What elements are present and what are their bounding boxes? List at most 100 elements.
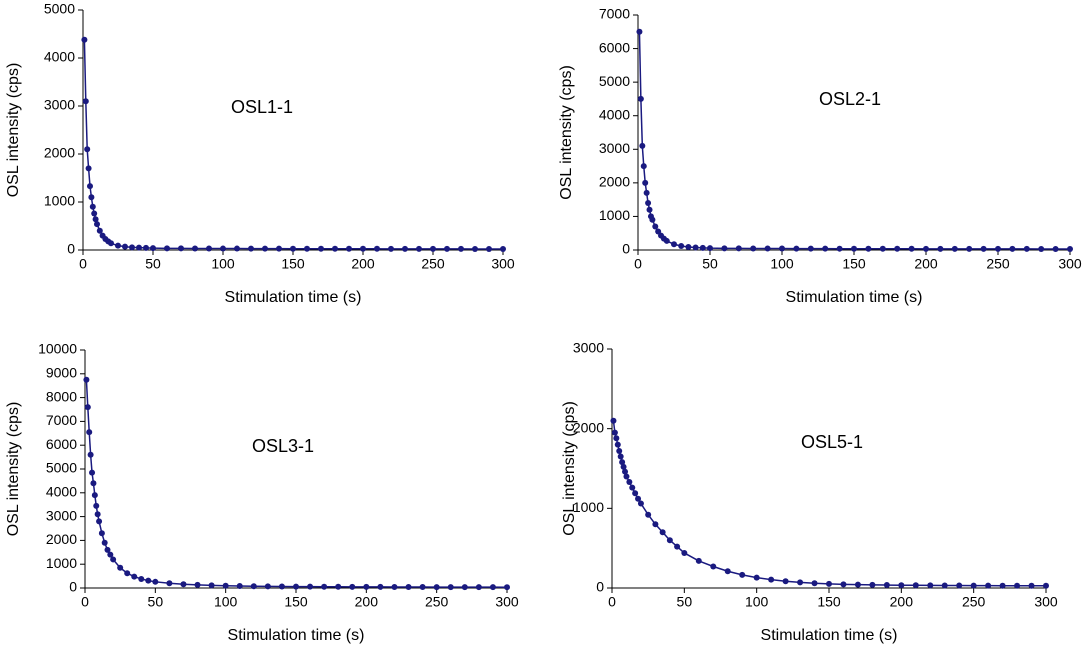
data-point bbox=[643, 189, 650, 196]
y-axis-title: OSL intensity (cps) bbox=[558, 65, 575, 200]
data-point bbox=[793, 245, 800, 252]
data-point bbox=[88, 194, 95, 201]
x-tick-label: 200 bbox=[355, 594, 379, 610]
data-point bbox=[678, 242, 685, 249]
data-point bbox=[622, 468, 629, 475]
data-point bbox=[645, 511, 652, 518]
y-tick-label: 1000 bbox=[44, 193, 75, 209]
data-point bbox=[865, 245, 872, 252]
data-point bbox=[707, 245, 713, 252]
y-tick-label: 1000 bbox=[46, 555, 77, 571]
y-tick-label: 2000 bbox=[46, 531, 77, 547]
data-point bbox=[685, 243, 692, 250]
y-axis-title: OSL intensity (cps) bbox=[5, 63, 22, 198]
data-point bbox=[637, 500, 644, 507]
x-tick-label: 200 bbox=[351, 256, 375, 272]
data-point bbox=[150, 245, 156, 252]
data-point bbox=[472, 245, 478, 252]
chart-panel: 0 1000 2000 3000 0 50 100 150 200 250 300 Stimulati… bbox=[561, 340, 1058, 645]
y-tick-label: 4000 bbox=[599, 106, 630, 122]
data-point bbox=[671, 241, 677, 248]
data-point bbox=[610, 417, 617, 424]
data-point bbox=[89, 203, 96, 210]
data-point bbox=[447, 584, 454, 591]
chart-panel: 0 1000 2000 3000 4000 5000 0 50 100 150 200 250 300 S… bbox=[5, 1, 515, 307]
data-point bbox=[107, 551, 114, 558]
data-point bbox=[626, 479, 633, 486]
y-tick-label: 3000 bbox=[44, 97, 75, 113]
data-point bbox=[822, 245, 829, 252]
data-point bbox=[91, 210, 98, 217]
data-point bbox=[335, 583, 342, 590]
data-point bbox=[836, 245, 843, 252]
data-point bbox=[616, 447, 623, 454]
x-tick-label: 150 bbox=[842, 256, 866, 272]
data-point bbox=[236, 582, 243, 589]
data-point bbox=[851, 245, 857, 252]
data-point bbox=[222, 582, 229, 589]
data-point bbox=[84, 404, 91, 411]
x-tick-label: 250 bbox=[962, 594, 986, 610]
data-point bbox=[84, 146, 91, 153]
y-tick-label: 5000 bbox=[46, 460, 77, 476]
data-point bbox=[937, 245, 944, 252]
data-point bbox=[764, 245, 771, 252]
data-point bbox=[262, 245, 268, 252]
data-point bbox=[391, 583, 398, 590]
data-point bbox=[152, 578, 159, 585]
y-tick-label: 5000 bbox=[599, 73, 630, 89]
y-tick-label: 6000 bbox=[46, 436, 77, 452]
data-point bbox=[290, 245, 296, 252]
data-point bbox=[811, 580, 818, 587]
data-point bbox=[419, 584, 426, 591]
annotation: OSL5-1 bbox=[801, 432, 863, 452]
x-tick-label: 300 bbox=[491, 256, 515, 272]
data-point bbox=[96, 227, 103, 234]
data-point bbox=[632, 490, 639, 497]
data-point bbox=[377, 583, 384, 590]
data-point bbox=[234, 245, 240, 252]
x-axis-title: Stimulation time (s) bbox=[225, 289, 362, 306]
data-point bbox=[93, 502, 100, 509]
data-point bbox=[108, 240, 114, 247]
x-tick-label: 100 bbox=[745, 594, 769, 610]
y-tick-label: 4000 bbox=[44, 49, 75, 65]
data-point bbox=[637, 95, 644, 102]
data-point bbox=[363, 583, 370, 590]
data-point bbox=[433, 584, 440, 591]
data-point bbox=[360, 245, 366, 252]
data-point bbox=[912, 582, 919, 589]
data-point bbox=[349, 583, 356, 590]
data-point bbox=[475, 584, 482, 591]
data-point bbox=[388, 245, 394, 252]
data-point bbox=[1067, 245, 1073, 252]
data-point bbox=[614, 441, 621, 448]
data-point bbox=[739, 571, 746, 578]
data-point bbox=[332, 245, 338, 252]
data-point bbox=[980, 245, 987, 252]
x-tick-label: 50 bbox=[702, 256, 718, 272]
y-tick-label: 10000 bbox=[38, 341, 77, 357]
data-point bbox=[652, 223, 659, 230]
data-point bbox=[652, 521, 659, 528]
data-point bbox=[1014, 582, 1021, 589]
x-tick-label: 50 bbox=[148, 594, 164, 610]
annotation: OSL3-1 bbox=[252, 436, 314, 456]
data-point bbox=[642, 179, 649, 186]
x-tick-label: 50 bbox=[677, 594, 693, 610]
x-tick-label: 0 bbox=[79, 256, 87, 272]
data-point bbox=[318, 245, 324, 252]
data-point bbox=[82, 98, 89, 105]
data-point bbox=[166, 580, 173, 587]
data-point bbox=[220, 245, 226, 252]
x-tick-label: 200 bbox=[914, 256, 938, 272]
data-point bbox=[721, 245, 728, 252]
data-point bbox=[87, 183, 93, 190]
chart-panel: 0100020003000400050006000700080009000100… bbox=[5, 341, 519, 645]
chart-panel: 0 1000 2000 3000 4000 5000 6000 7000 0 50 100 150 20… bbox=[558, 6, 1082, 307]
data-point bbox=[91, 492, 98, 499]
x-tick-label: 150 bbox=[281, 256, 305, 272]
x-tick-label: 300 bbox=[1034, 594, 1058, 610]
data-point bbox=[96, 518, 103, 525]
x-tick-label: 100 bbox=[214, 594, 238, 610]
